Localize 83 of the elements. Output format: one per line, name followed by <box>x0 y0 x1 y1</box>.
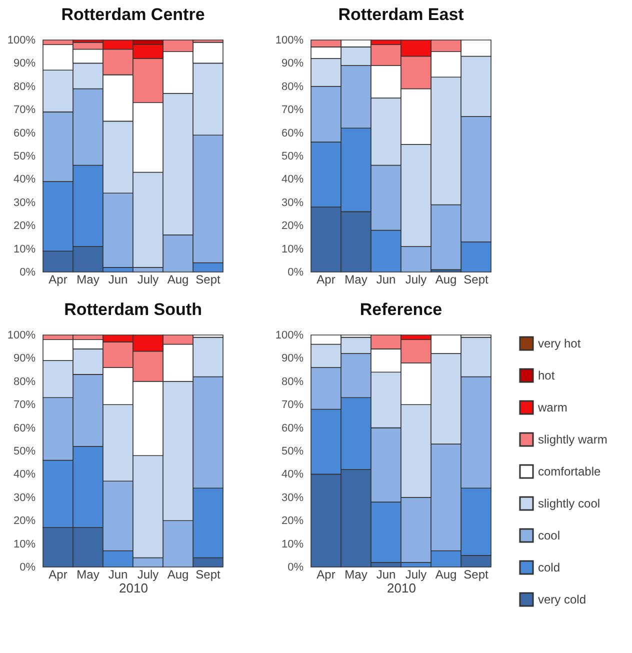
y-tick-label: 50% <box>281 150 304 162</box>
x-tick-label: Apr <box>316 568 336 582</box>
x-tick-label: Apr <box>48 568 68 582</box>
y-tick-label: 30% <box>13 196 36 209</box>
x-tick-label: Jun <box>108 272 128 286</box>
y-tick-label: 100% <box>7 330 36 342</box>
x-tick-label: Jun <box>376 568 396 582</box>
y-tick-label: 80% <box>13 376 36 388</box>
legend-label: hot <box>538 368 556 382</box>
chart-title: Rotterdam Centre <box>61 5 205 24</box>
y-tick-label: 60% <box>13 422 36 434</box>
y-tick-label: 70% <box>281 399 304 412</box>
y-tick-label: 60% <box>281 422 304 434</box>
x-tick-label: Aug <box>435 272 457 286</box>
y-tick-label: 90% <box>281 58 304 70</box>
y-tick-label: 10% <box>281 538 304 550</box>
x-tick-label: July <box>405 272 427 286</box>
x-tick-label: Jun <box>376 272 396 286</box>
y-tick-label: 40% <box>13 174 36 186</box>
x-tick-label: Aug <box>167 272 189 286</box>
legend-label: very hot <box>538 336 582 350</box>
y-tick-label: 0% <box>20 266 36 278</box>
x-tick-label: May <box>344 568 368 582</box>
y-tick-label: 60% <box>13 127 36 140</box>
y-tick-label: 30% <box>281 196 304 209</box>
y-tick-label: 10% <box>13 538 36 550</box>
x-tick-label: Apr <box>48 272 68 286</box>
y-tick-label: 90% <box>281 352 304 365</box>
x-tick-label: Apr <box>316 272 336 286</box>
x-tick-label: May <box>76 272 100 286</box>
y-tick-label: 80% <box>281 80 304 93</box>
chart-title: Rotterdam East <box>338 5 464 24</box>
chart-title: Rotterdam South <box>64 300 202 319</box>
y-tick-label: 10% <box>13 243 36 256</box>
y-tick-label: 80% <box>13 80 36 93</box>
legend-label: cool <box>538 528 560 542</box>
y-tick-label: 100% <box>275 330 304 342</box>
y-tick-label: 40% <box>13 468 36 481</box>
chart-title: Reference <box>360 300 442 319</box>
legend-label: slightly warm <box>538 432 608 446</box>
y-tick-label: 0% <box>20 562 36 574</box>
y-tick-label: 60% <box>281 127 304 140</box>
x-tick-label: Aug <box>435 568 457 582</box>
y-tick-label: 100% <box>275 34 304 46</box>
y-tick-label: 50% <box>281 446 304 458</box>
legend-label: warm <box>537 400 568 414</box>
y-tick-label: 40% <box>281 174 304 186</box>
y-tick-label: 20% <box>13 220 36 232</box>
y-tick-label: 10% <box>281 243 304 256</box>
x-tick-label: Sept <box>464 272 490 286</box>
x-axis-title: 2010 <box>387 580 416 596</box>
legend-label: very cold <box>538 592 586 606</box>
legend-label: slightly cool <box>538 496 600 510</box>
y-tick-label: 100% <box>7 34 36 46</box>
x-tick-label: July <box>137 272 159 286</box>
y-tick-label: 90% <box>13 352 36 365</box>
x-axis-title: 2010 <box>119 580 148 596</box>
y-tick-label: 50% <box>13 446 36 458</box>
y-tick-label: 70% <box>13 399 36 412</box>
y-tick-label: 90% <box>13 58 36 70</box>
x-tick-label: July <box>137 568 159 582</box>
y-tick-label: 30% <box>281 492 304 504</box>
y-tick-label: 40% <box>281 468 304 481</box>
x-tick-label: May <box>344 272 368 286</box>
x-tick-label: July <box>405 568 427 582</box>
x-tick-label: Sept <box>196 568 222 582</box>
y-tick-label: 30% <box>13 492 36 504</box>
y-tick-label: 0% <box>288 562 304 574</box>
y-tick-label: 50% <box>13 150 36 162</box>
y-tick-label: 0% <box>288 266 304 278</box>
legend-label: cold <box>538 560 560 574</box>
x-tick-label: Jun <box>108 568 128 582</box>
y-tick-label: 80% <box>281 376 304 388</box>
legend-label: comfortable <box>538 464 602 478</box>
y-tick-label: 70% <box>281 104 304 116</box>
x-tick-label: Sept <box>464 568 490 582</box>
x-tick-label: Aug <box>167 568 189 582</box>
y-tick-label: 20% <box>281 220 304 232</box>
y-tick-label: 20% <box>281 515 304 528</box>
y-tick-label: 70% <box>13 104 36 116</box>
y-tick-label: 20% <box>13 515 36 528</box>
x-tick-label: May <box>76 568 100 582</box>
x-tick-label: Sept <box>196 272 222 286</box>
